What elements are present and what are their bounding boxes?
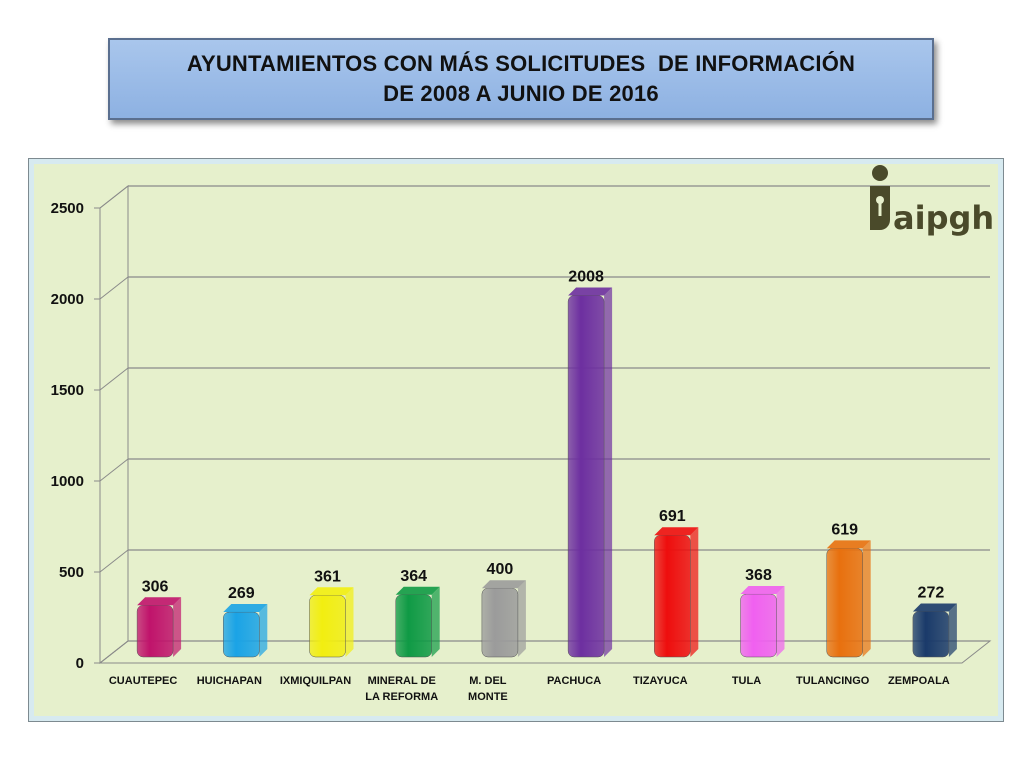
grid-diagonal [99, 367, 129, 391]
x-tick-label: IXMIQUILPAN [280, 675, 351, 687]
data-label: 400 [487, 561, 514, 578]
bar-top [654, 527, 699, 536]
bar-top [137, 597, 182, 606]
data-label: 269 [228, 585, 255, 602]
data-label: 361 [314, 568, 341, 585]
data-label: 306 [142, 578, 169, 595]
data-label: 2008 [568, 269, 604, 286]
y-tick-label: 0 [76, 655, 84, 672]
bar-top [309, 587, 354, 596]
bar-top [223, 604, 268, 613]
y-tick-label: 2000 [51, 291, 84, 308]
grid-diagonal [99, 458, 129, 482]
y-axis-labels: 0 500 1000 1500 2000 2500 [51, 200, 84, 672]
data-label: 364 [400, 568, 427, 585]
x-tick-label: LA REFORMA [365, 691, 438, 703]
bar-side [604, 287, 613, 657]
title-line-1: AYUNTAMIENTOS CON MÁS SOLICITUDES DE INF… [186, 51, 856, 76]
logo-keyhole-slot-icon [878, 202, 882, 216]
title-line-2: DE 2008 A JUNIO DE 2016 [383, 81, 659, 106]
bar [654, 534, 691, 658]
grid-diagonal [99, 549, 129, 573]
data-label: 619 [831, 521, 858, 538]
bar-side [948, 603, 957, 657]
y-tick-label: 1000 [51, 473, 84, 490]
x-tick-label: TULA [732, 675, 761, 687]
bar-top [395, 586, 440, 595]
bar [223, 611, 260, 658]
bar-side [173, 597, 182, 657]
chart-bars [136, 287, 957, 658]
logo-head-icon [872, 165, 888, 181]
bar-side [431, 586, 440, 657]
x-tick-label: PACHUCA [547, 675, 601, 687]
grid-diagonal [99, 640, 129, 664]
data-label: 272 [918, 584, 945, 601]
bar-top [568, 287, 613, 296]
bar [481, 587, 519, 658]
x-axis-labels: CUAUTEPEC HUICHAPAN IXMIQUILPAN MINERAL DE L… [109, 675, 950, 703]
bar [309, 595, 346, 658]
bar-side [690, 527, 699, 657]
y-tick-label: 2500 [51, 200, 84, 217]
bar-side [776, 586, 785, 657]
logo-text: aipgh [893, 199, 994, 237]
grid-diagonal [99, 185, 129, 209]
logo-keyhole-icon [876, 196, 884, 204]
logo: aipgh [870, 165, 994, 237]
x-tick-label: M. DEL [469, 675, 507, 687]
bar [395, 594, 432, 658]
bar-top [740, 586, 785, 595]
axis-side-wall [99, 184, 129, 665]
bar [740, 593, 777, 658]
data-label: 368 [745, 567, 772, 584]
data-label: 691 [659, 508, 686, 525]
bar [567, 295, 605, 658]
bar-side [517, 580, 526, 657]
x-tick-label: MINERAL DE [368, 675, 436, 687]
bar [912, 611, 950, 658]
chart-grid [94, 184, 992, 665]
x-tick-label: TULANCINGO [796, 675, 870, 687]
bar-top [826, 540, 871, 549]
bar [136, 605, 174, 658]
y-tick-label: 1500 [51, 382, 84, 399]
x-tick-label: ZEMPOALA [888, 675, 950, 687]
x-tick-label: MONTE [468, 691, 508, 703]
bar-top [912, 603, 957, 612]
y-tick-label: 500 [59, 564, 84, 581]
data-labels: 306 269 361 364 400 2008 691 368 619 272 [142, 269, 945, 602]
title-banner: AYUNTAMIENTOS CON MÁS SOLICITUDES DE INF… [108, 38, 934, 120]
bar-side [345, 587, 354, 657]
x-tick-label: CUAUTEPEC [109, 675, 178, 687]
grid-diagonal [99, 276, 129, 300]
x-tick-label: HUICHAPAN [197, 675, 262, 687]
x-tick-label: TIZAYUCA [633, 675, 688, 687]
bar-top [481, 580, 526, 589]
bar [826, 548, 863, 658]
bar-side [259, 604, 268, 657]
bar-side [862, 540, 871, 657]
